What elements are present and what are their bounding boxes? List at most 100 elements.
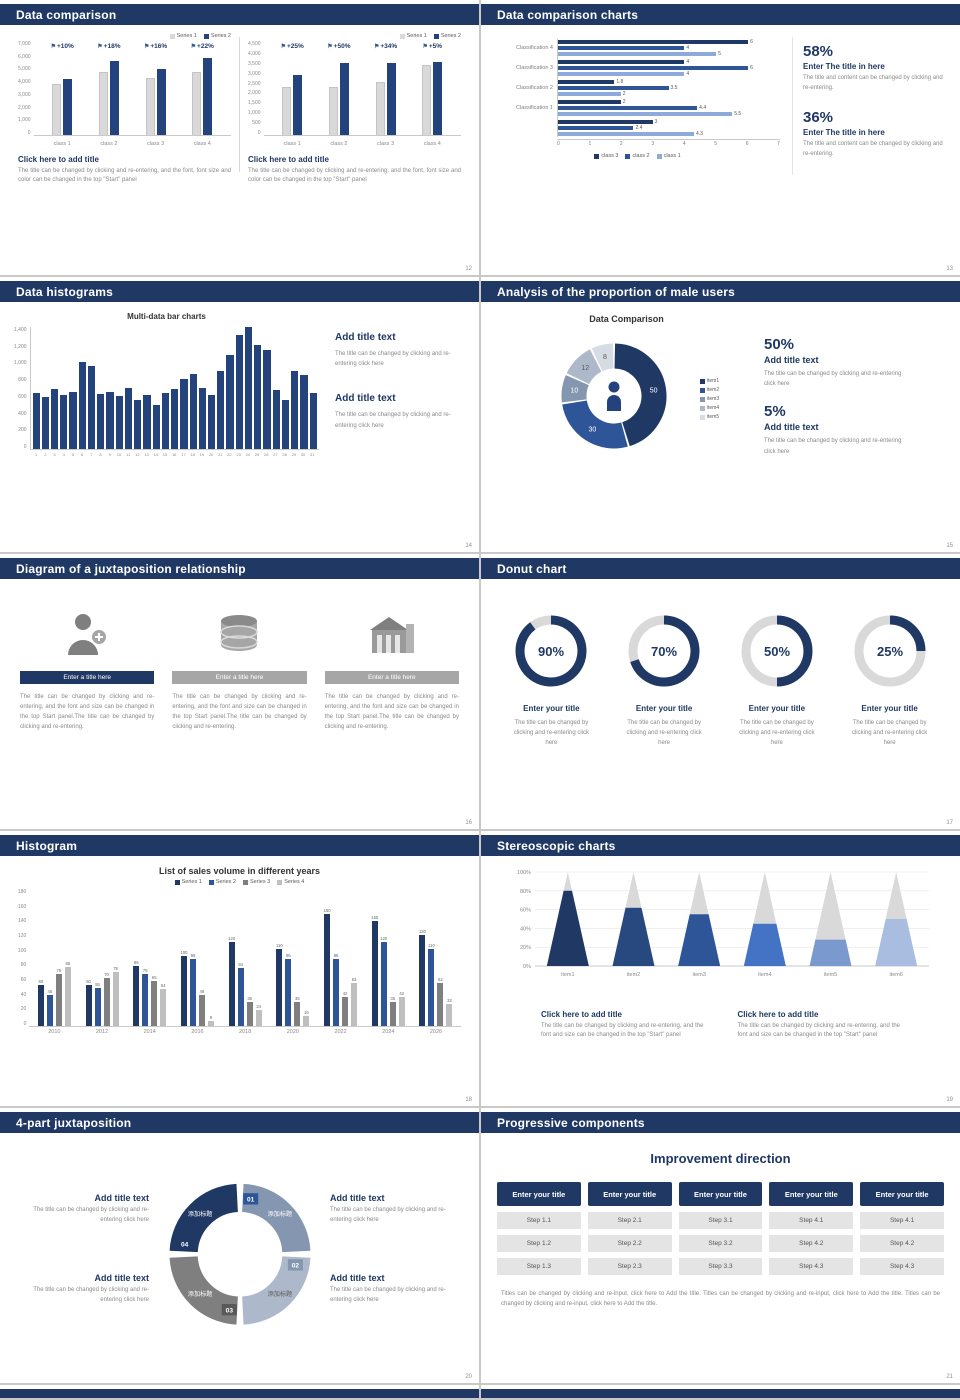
chart-element: item1 — [699, 378, 719, 384]
chart-element: 7,000 — [18, 41, 31, 47]
step-item[interactable]: Step 4.2 — [860, 1235, 944, 1252]
chart-element: 1 2 3 4 5 6 7 8 9 10 11 12 13 14 15 16 17 18 19 20 21 22 23 24 2… — [29, 327, 319, 459]
gauge-heading: Enter your title — [523, 704, 580, 713]
step-item[interactable]: Step 3.3 — [678, 1258, 763, 1275]
chart-element: 120 — [380, 889, 388, 1027]
title-bar[interactable]: Enter a title here — [172, 671, 307, 684]
title-button[interactable]: Enter your title — [860, 1182, 944, 1206]
chart-element: item3 — [692, 972, 705, 978]
chart-element: ⚑ — [327, 44, 333, 50]
chart-element: Series 2 — [203, 33, 231, 39]
step-item[interactable]: Step 1.2 — [497, 1235, 581, 1252]
chart-element — [300, 374, 308, 449]
chart-element: 4 — [62, 452, 65, 457]
slide-data-histograms[interactable]: Data histograms Multi-data bar charts 1,… — [0, 277, 479, 552]
slide-progressive-components[interactable]: Progressive components Improvement direc… — [481, 1108, 960, 1383]
step-item[interactable]: Step 4.1 — [769, 1212, 854, 1229]
chart-element: 0 — [557, 141, 560, 147]
chart-element: 0 1 2 3 4 5 6 7 — [495, 139, 780, 147]
step-item[interactable]: Step 4.3 — [860, 1258, 944, 1275]
step-item[interactable]: Step 4.1 — [860, 1212, 944, 1229]
chart-area: Data Comparison 50 30 10 12 8 item1 item2 item3… — [499, 308, 754, 474]
chart-element — [333, 959, 340, 1027]
chart-element: 60 — [85, 889, 93, 1027]
step-item[interactable]: Step 4.3 — [769, 1258, 854, 1275]
chart-element: ⚑ — [190, 44, 197, 50]
chart-element: 6,000 — [18, 53, 31, 60]
chart-element: 2 — [622, 99, 626, 105]
chart-element: 62 — [436, 889, 444, 1027]
chart-element: 添加标题 — [267, 1210, 291, 1218]
chart-element: 120 84 36 24 — [224, 889, 266, 1027]
title-button[interactable]: Enter your title — [497, 1182, 581, 1206]
chart-element — [115, 395, 123, 449]
chart-element: 86 75 65 54 2014 — [129, 889, 171, 1037]
step-item[interactable]: Step 2.3 — [587, 1258, 672, 1275]
chart-element: item4 — [699, 405, 719, 411]
step-item[interactable]: Step 1.1 — [497, 1212, 581, 1229]
chart-element: 200 — [18, 427, 27, 434]
chart-element: 3 2.4 4.3 — [495, 119, 780, 137]
chart-element — [699, 378, 705, 384]
chart-element: 4,000 — [248, 50, 261, 57]
slide-title: Histogram — [16, 838, 78, 853]
chart-element: item5 — [823, 972, 836, 978]
slide-juxtaposition-diagram[interactable]: Diagram of a juxtaposition relationship … — [0, 554, 479, 829]
chart-element: Classification 3 4 6 4 — [495, 59, 780, 77]
title-bar[interactable]: Enter a title here — [324, 671, 459, 684]
slide-4-part-juxtaposition[interactable]: 4-part juxtaposition Add title text The … — [0, 1108, 479, 1383]
slide-data-comparison[interactable]: Data comparison Series 1 Series 2 7,000 6,0… — [0, 0, 479, 275]
chart-element: ⚑ +10% class 1 ⚑ +18% class 2 ⚑ +16% class 3 ⚑ +22… — [33, 41, 232, 147]
chart-element: 16 — [302, 889, 310, 1027]
slide-header: Data histograms — [0, 281, 479, 302]
text-blocks: Click here to add title The title can be… — [501, 994, 940, 1041]
chart-element: 60 — [37, 889, 45, 1027]
title-bar[interactable]: Enter a title here — [20, 671, 155, 684]
chart-element: 36 — [246, 889, 254, 1027]
slide-histogram[interactable]: Histogram List of sales volume in differ… — [0, 831, 479, 1106]
block-heading: Add title text — [94, 1193, 149, 1203]
chart-element: 96 — [189, 889, 197, 1027]
chart-element: Series 1 Series 2 — [18, 33, 231, 39]
step-item[interactable]: Step 2.2 — [587, 1235, 672, 1252]
chart-element — [562, 399, 628, 449]
chart-element: 60 — [20, 976, 27, 983]
slide-data-comparison-charts[interactable]: Data comparison charts Classification 4 6… — [481, 0, 960, 275]
title-button[interactable]: Enter your title — [769, 1182, 854, 1206]
chart-element: 6 — [557, 65, 780, 71]
chart-element — [207, 1020, 214, 1027]
text-block: Click here to add title The title can be… — [541, 1002, 704, 1041]
slide-donut-chart[interactable]: Donut chart 90% Enter your title The tit… — [481, 554, 960, 829]
step-column: Enter your title Step 2.1 Step 2.2 Step … — [587, 1182, 672, 1275]
slide-male-users-proportion[interactable]: Analysis of the proportion of male users… — [481, 277, 960, 552]
step-item[interactable]: Step 3.1 — [678, 1212, 763, 1229]
histogram-chart: 1,400 1,200 1,000 800 600 400 200 0 1 2 3 4 5 6 7 8 9 10 1… — [14, 327, 319, 459]
chart-element — [557, 45, 685, 51]
chart-element: 60 — [38, 978, 44, 984]
slide-header: 4-part juxtaposition — [0, 1112, 479, 1133]
step-item[interactable]: Step 2.1 — [587, 1212, 672, 1229]
chart-element — [180, 956, 187, 1027]
chart-element: 29 — [291, 452, 297, 457]
chart-element — [557, 125, 634, 131]
chart-element: 60% — [519, 908, 530, 914]
chart-element — [422, 65, 432, 136]
chart-element: 2 4.4 5.5 — [557, 99, 780, 117]
divider — [239, 37, 240, 172]
slide-stereoscopic-charts[interactable]: Stereoscopic charts 100% 80% 60% 40% 20% 0% it… — [481, 831, 960, 1106]
chart-element — [106, 391, 114, 449]
chart-element: 15 — [162, 452, 168, 457]
chart-element — [546, 890, 589, 966]
chart-element: 2,500 — [248, 80, 261, 87]
chart-element — [176, 1237, 192, 1250]
chart-element: 8 — [99, 452, 102, 457]
step-item[interactable]: Step 4.2 — [769, 1235, 854, 1252]
chart-element: 96 — [333, 953, 339, 959]
step-item[interactable]: Step 1.3 — [497, 1258, 581, 1275]
step-item[interactable]: Step 3.2 — [678, 1235, 763, 1252]
chart-element — [277, 879, 283, 885]
block-heading: Add title text — [335, 332, 396, 343]
title-button[interactable]: Enter your title — [678, 1182, 763, 1206]
title-button[interactable]: Enter your title — [587, 1182, 672, 1206]
stat-body: The title and content can be changed by … — [803, 75, 943, 91]
